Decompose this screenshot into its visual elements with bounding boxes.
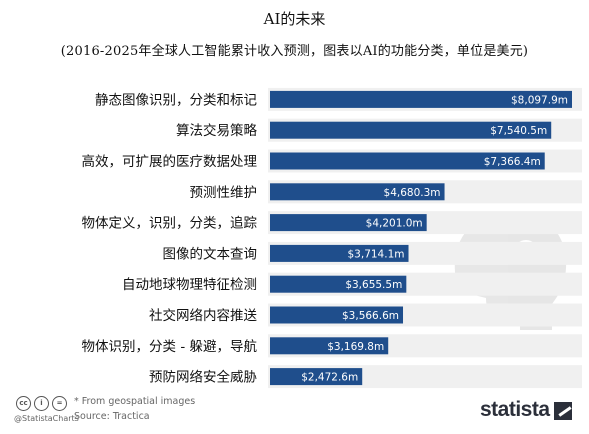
- category-label: 算法交易策略: [176, 122, 257, 139]
- category-label: 预测性维护: [190, 185, 258, 201]
- value-label: $2,472.6m: [301, 372, 358, 384]
- value-label: $3,655.5m: [345, 279, 402, 291]
- bar: [270, 90, 572, 108]
- bar: [270, 152, 545, 170]
- value-label: $4,680.3m: [384, 187, 441, 199]
- creative-commons-icon[interactable]: cc: [16, 396, 31, 411]
- value-label: $4,201.0m: [366, 218, 423, 230]
- bar: [270, 214, 427, 232]
- bar: [270, 121, 552, 139]
- category-label: 社交网络内容推送: [149, 307, 257, 324]
- bar: [270, 244, 409, 262]
- statista-logo-mark-icon: [554, 402, 572, 420]
- category-label: 高效，可扩展的医疗数据处理: [82, 153, 258, 170]
- bar: [270, 183, 445, 201]
- bar: [270, 337, 389, 355]
- no-derivatives-icon[interactable]: =: [52, 396, 67, 411]
- value-label: $3,714.1m: [348, 248, 405, 260]
- category-label: 静态图像识别，分类和标记: [95, 92, 257, 108]
- category-label: 图像的文本查询: [163, 246, 258, 262]
- social-handle[interactable]: @StatistaCharts: [14, 414, 79, 423]
- chart-subtitle: (2016-2025年全球人工智能累计收入预测，图表以AI的功能分类，单位是美元…: [60, 44, 529, 59]
- category-label: 物体识别，分类 - 躲避，导航: [82, 339, 258, 355]
- chart-title: AI的未来: [263, 10, 326, 28]
- bar: [270, 368, 363, 386]
- value-label: $7,540.5m: [490, 125, 547, 137]
- bar: [270, 306, 404, 324]
- license-icons: cc i =: [16, 396, 67, 411]
- category-label: 预防网络安全威胁: [149, 369, 257, 386]
- value-label: $7,366.4m: [484, 156, 541, 168]
- value-label: $3,169.8m: [327, 341, 384, 353]
- footnote: * From geospatial images: [74, 396, 196, 407]
- statista-logo[interactable]: statista: [480, 398, 550, 421]
- source-note: Source: Tractica: [74, 411, 150, 422]
- value-label: $3,566.6m: [342, 310, 399, 322]
- attribution-icon[interactable]: i: [34, 396, 49, 411]
- category-label: 物体定义，识别，分类，追踪: [82, 216, 258, 232]
- bar: [270, 275, 407, 293]
- value-label: $8,097.9m: [511, 94, 568, 106]
- decorative-head-shape: [454, 212, 567, 330]
- category-label: 自动地球物理特征检测: [122, 277, 257, 293]
